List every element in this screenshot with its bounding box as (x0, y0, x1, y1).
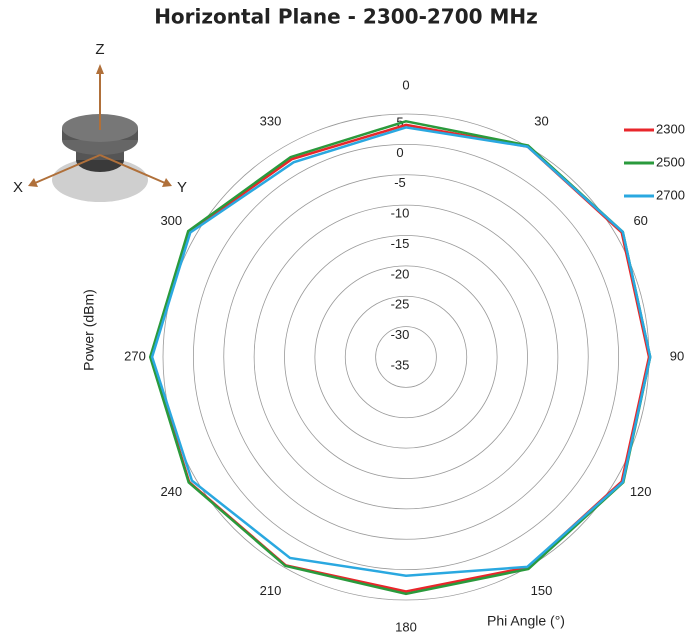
r-tick-label: 0 (396, 145, 403, 160)
grid-ring (344, 295, 468, 419)
grid-ring (192, 143, 620, 571)
r-tick-label: -35 (391, 357, 410, 372)
grid-ring (375, 326, 437, 388)
chart-title: Horizontal Plane - 2300-2700 MHz (154, 5, 538, 29)
axis-icon (28, 64, 172, 202)
r-tick-label: -10 (391, 206, 410, 221)
legend-label: 2300 (656, 121, 685, 136)
r-tick-label: -25 (391, 297, 410, 312)
theta-tick-label: 120 (630, 484, 652, 499)
x-axis-label: Phi Angle (°) (487, 613, 565, 629)
axis-annotation: Y (177, 179, 187, 196)
grid-ring (284, 235, 528, 479)
theta-tick-label: 270 (124, 348, 146, 363)
grid-ring (223, 174, 589, 540)
legend-label: 2700 (656, 187, 685, 202)
grid-ring (253, 204, 559, 510)
theta-tick-label: 90 (670, 348, 684, 363)
axis-annotation: Z (95, 41, 104, 58)
theta-tick-label: 180 (395, 619, 417, 634)
theta-tick-label: 210 (260, 583, 282, 598)
axis-annotation: X (13, 179, 23, 196)
legend-label: 2500 (656, 154, 685, 169)
theta-tick-label: 240 (160, 484, 182, 499)
r-tick-label: -20 (391, 266, 410, 281)
r-tick-label: -5 (394, 175, 406, 190)
r-tick-label: -15 (391, 236, 410, 251)
y-axis-label: Power (dBm) (81, 289, 97, 371)
series-line (150, 126, 652, 577)
theta-tick-label: 30 (534, 114, 548, 129)
r-tick-label: -30 (391, 327, 410, 342)
theta-tick-label: 330 (260, 114, 282, 129)
grid-ring (314, 265, 498, 449)
theta-tick-label: 150 (531, 583, 553, 598)
theta-tick-label: 0 (402, 77, 409, 92)
theta-tick-label: 300 (160, 213, 182, 228)
theta-tick-label: 60 (633, 213, 647, 228)
